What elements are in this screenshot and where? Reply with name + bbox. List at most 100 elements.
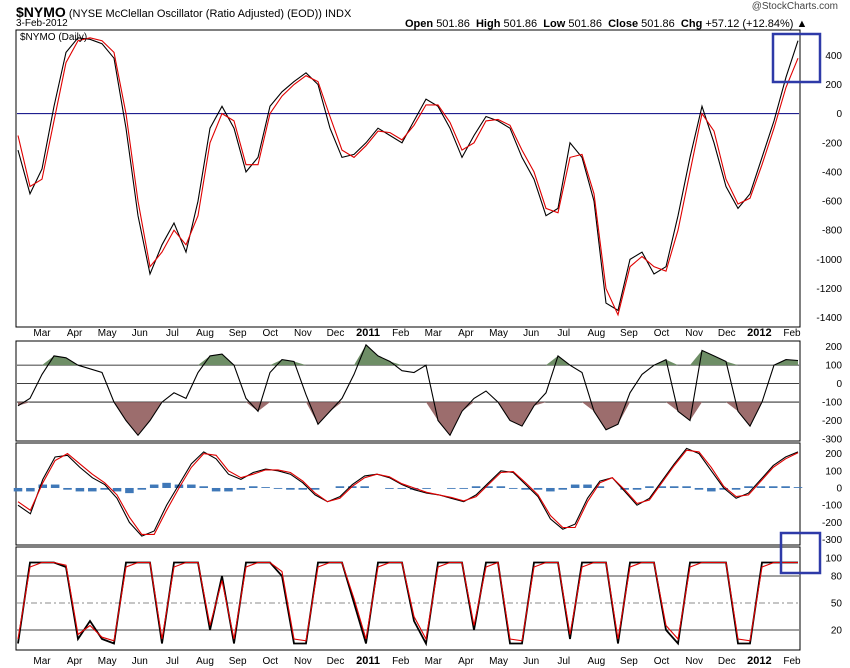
x-axis-label: Nov (685, 328, 703, 339)
macd-histogram-bar (199, 486, 208, 488)
macd-histogram-bar (348, 486, 357, 488)
macd-y-tick: 200 (825, 449, 842, 460)
x-axis-label: Jun (132, 656, 148, 667)
macd-histogram-bar (768, 486, 778, 488)
macd-histogram-bar (385, 487, 394, 489)
momentum-series-line-0 (17, 343, 799, 437)
x-axis-label: Jun (523, 328, 539, 339)
macd-histogram-bar (756, 486, 766, 488)
macd-histogram-bar (50, 484, 60, 488)
momentum-positive-area (198, 355, 210, 366)
macd-histogram-bar (261, 487, 270, 488)
momentum-positive-area (714, 355, 726, 366)
momentum-panel-frame (15, 340, 801, 442)
macd-histogram-bar (558, 487, 568, 490)
x-axis-label: May (98, 328, 117, 339)
macd-histogram-bar (409, 487, 419, 490)
x-axis-label: Jul (166, 328, 179, 339)
macd-histogram-bar (298, 487, 308, 490)
x-axis-label: Nov (294, 656, 312, 667)
momentum-negative-area (726, 402, 738, 412)
momentum-negative-area (594, 402, 606, 430)
exchange: INDX (325, 8, 352, 20)
description: (NYSE McClellan Oscillator (Ratio Adjust… (68, 8, 322, 20)
macd-histogram-bar (496, 486, 506, 488)
x-axis-label: 2012 (747, 327, 771, 339)
x-axis-label: Dec (718, 656, 736, 667)
macd-histogram-bar (248, 486, 258, 488)
main-y-tick: -200 (822, 138, 842, 149)
x-axis-label: Sep (229, 656, 247, 667)
x-axis-label: Dec (718, 328, 736, 339)
x-axis-label: Oct (262, 656, 278, 667)
x-axis-label: 2011 (356, 327, 380, 339)
macd-histogram-bar (546, 487, 555, 492)
x-axis-label: Mar (425, 656, 443, 667)
momentum-positive-area (354, 344, 366, 366)
momentum-negative-area (318, 402, 330, 425)
momentum-y-tick: 200 (825, 342, 842, 353)
x-axis-label: May (489, 656, 508, 667)
x-axis-label: Sep (620, 328, 638, 339)
x-axis-label: Jul (557, 328, 570, 339)
macd-histogram-bar (669, 486, 679, 488)
x-axis-label: Dec (327, 328, 345, 339)
momentum-positive-area (294, 361, 306, 366)
macd-histogram-bar (459, 487, 468, 489)
macd-histogram-bar (125, 487, 134, 494)
momentum-y-tick: 100 (825, 361, 842, 372)
momentum-y-tick: -200 (822, 416, 842, 427)
main-y-tick: -400 (822, 167, 842, 178)
macd-histogram-bar (224, 487, 233, 492)
x-axis-label: 2011 (356, 655, 380, 667)
x-axis-label: Jun (132, 328, 148, 339)
momentum-negative-area (666, 402, 678, 412)
momentum-positive-area (786, 359, 798, 366)
x-axis-label: Aug (587, 656, 605, 667)
momentum-positive-area (42, 355, 54, 366)
macd-histogram-bar (162, 482, 171, 488)
momentum-negative-area (18, 402, 30, 406)
macd-histogram-bar (236, 487, 246, 490)
macd-histogram-bar (273, 487, 283, 489)
x-axis-label: Feb (392, 656, 410, 667)
chart-date: 3-Feb-2012 (16, 18, 68, 29)
ohlc-readout: Open 501.86 High 501.86 Low 501.86 Close… (405, 18, 808, 30)
main-legend: $NYMO (Daily) (20, 32, 87, 43)
stochastic-y-tick: 100 (825, 554, 842, 565)
momentum-negative-area (462, 402, 474, 412)
x-axis-label: Mar (425, 328, 443, 339)
x-axis-label: Jul (166, 656, 179, 667)
macd-panel-frame (15, 442, 801, 546)
x-axis-label: Apr (458, 656, 474, 667)
momentum-negative-area (258, 402, 270, 412)
stochastic-panel-frame (15, 546, 801, 651)
macd-histogram-bar (657, 486, 667, 488)
momentum-negative-area (606, 402, 618, 430)
macd-y-tick: -200 (822, 518, 842, 529)
x-axis-label: Mar (33, 328, 51, 339)
macd-histogram-bar (632, 487, 642, 490)
x-axis-label: May (98, 656, 117, 667)
macd-histogram-bar (521, 487, 530, 490)
macd-histogram-bar (100, 487, 109, 490)
momentum-positive-area (378, 355, 390, 366)
x-axis-label: Jun (523, 656, 539, 667)
momentum-positive-area (702, 350, 714, 366)
main-y-tick: 200 (825, 80, 842, 91)
macd-histogram-bar (38, 484, 48, 488)
x-axis-label: Nov (294, 328, 312, 339)
x-axis-label: Dec (327, 656, 345, 667)
macd-histogram-bar (397, 487, 407, 489)
watermark: @StockCharts.com (751, 1, 838, 12)
momentum-positive-area (690, 350, 702, 366)
macd-y-tick: -100 (822, 501, 842, 512)
momentum-positive-area (270, 359, 282, 366)
momentum-negative-area (738, 402, 750, 427)
momentum-negative-area (330, 402, 342, 412)
x-axis-label: Aug (196, 656, 214, 667)
macd-histogram-bar (360, 486, 369, 488)
main-y-tick: -1200 (816, 284, 842, 295)
momentum-negative-area (690, 402, 702, 421)
